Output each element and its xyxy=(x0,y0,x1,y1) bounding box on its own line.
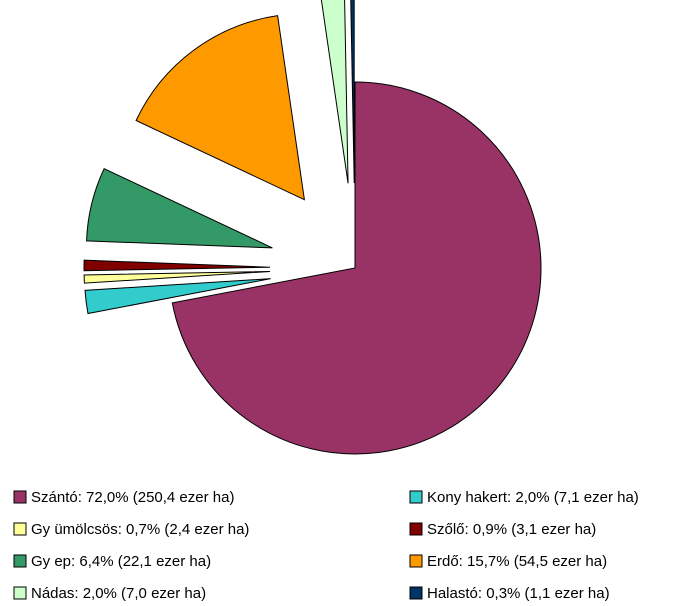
legend-label: Gy ep: 6,4% (22,1 ezer ha) xyxy=(31,553,211,570)
legend-swatch xyxy=(409,586,423,600)
legend-label: Nádas: 2,0% (7,0 ezer ha) xyxy=(31,585,206,602)
legend-swatch xyxy=(13,554,27,568)
pie-slice xyxy=(83,259,271,272)
pie-slice xyxy=(171,81,542,455)
legend-swatch xyxy=(409,554,423,568)
pie-slice xyxy=(320,0,349,184)
legend-swatch xyxy=(13,522,27,536)
legend-swatch xyxy=(13,490,27,504)
legend-swatch xyxy=(13,586,27,600)
legend-label: Szántó: 72,0% (250,4 ezer ha) xyxy=(31,489,234,506)
legend-label: Szőlő: 0,9% (3,1 ezer ha) xyxy=(427,521,596,538)
pie-slice xyxy=(135,15,306,201)
pie-slice xyxy=(86,168,273,249)
pie-slice xyxy=(350,0,355,184)
legend-label: Kony hakert: 2,0% (7,1 ezer ha) xyxy=(427,489,639,506)
legend-label: Erdő: 15,7% (54,5 ezer ha) xyxy=(427,553,607,570)
legend-label: Gy ümölcsös: 0,7% (2,4 ezer ha) xyxy=(31,521,249,538)
legend-label: Halastó: 0,3% (1,1 ezer ha) xyxy=(427,585,610,602)
pie-slice xyxy=(83,270,271,284)
legend-swatch xyxy=(409,522,423,536)
pie-slice xyxy=(84,278,271,315)
legend-swatch xyxy=(409,490,423,504)
